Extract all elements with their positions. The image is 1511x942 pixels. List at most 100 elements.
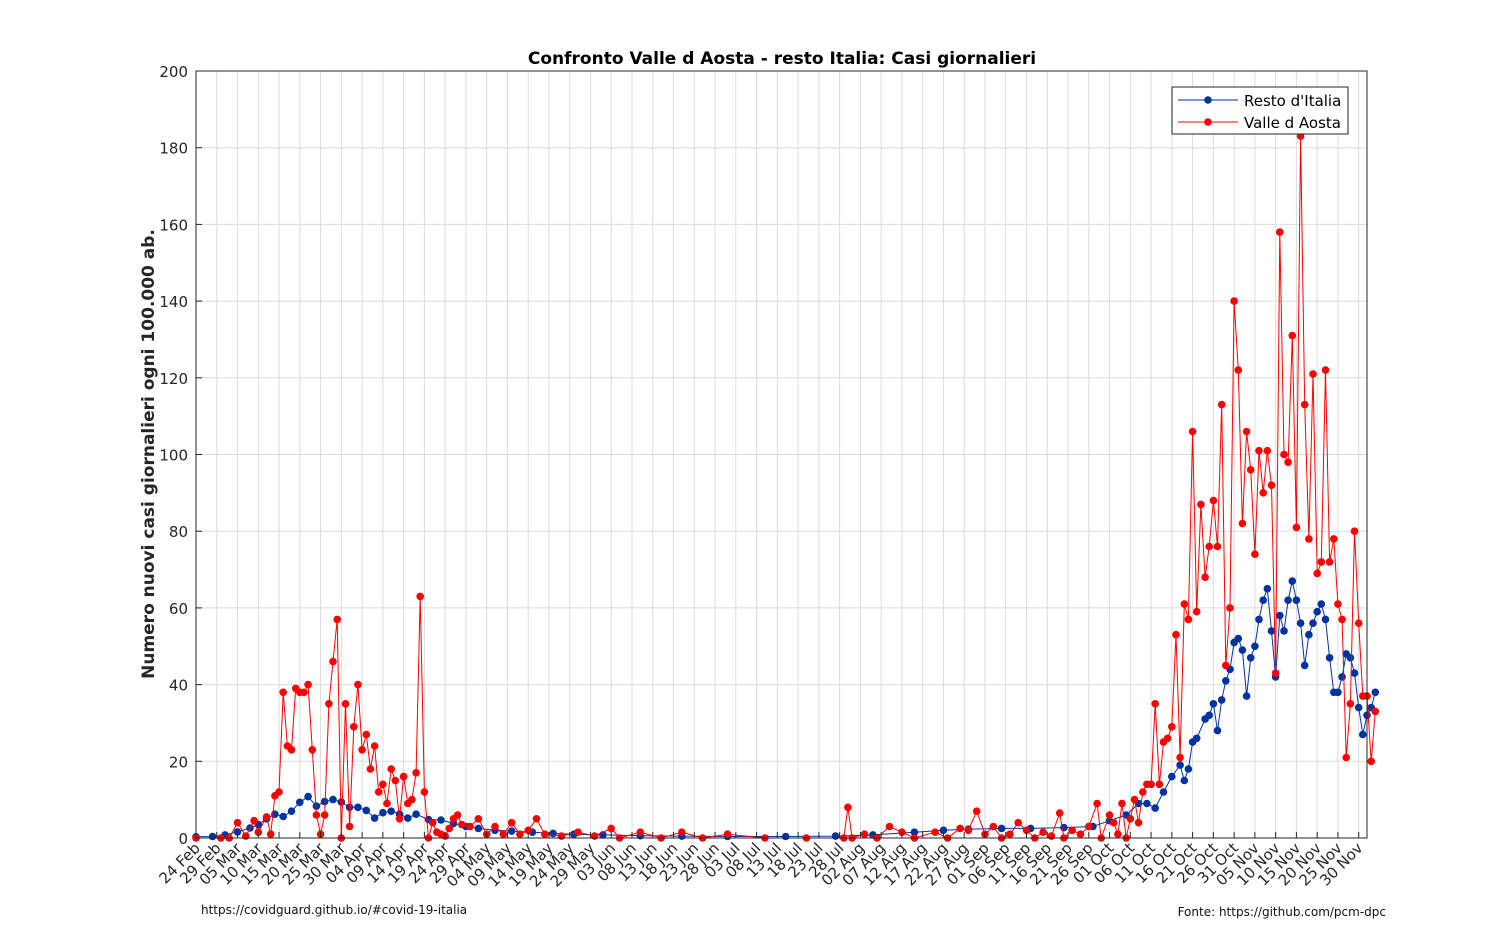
data-point — [549, 829, 557, 838]
data-point — [1151, 700, 1159, 708]
data-point — [362, 730, 371, 739]
data-point — [532, 815, 541, 823]
data-point — [1284, 458, 1292, 467]
data-point — [287, 746, 296, 754]
data-point — [1143, 799, 1151, 808]
y-tick-label: 60 — [169, 600, 188, 618]
y-tick-label: 140 — [159, 293, 188, 311]
data-point — [1317, 558, 1326, 566]
data-point — [1226, 604, 1234, 612]
data-point — [474, 815, 483, 823]
data-point — [964, 826, 973, 835]
data-point — [453, 811, 462, 819]
y-tick-label: 80 — [169, 523, 188, 541]
y-tick-label: 100 — [159, 447, 188, 465]
data-point — [391, 776, 400, 785]
data-point — [308, 746, 317, 754]
data-point — [383, 799, 391, 808]
data-point — [1359, 730, 1367, 739]
y-tick-label: 180 — [159, 140, 188, 158]
data-point — [362, 806, 371, 815]
data-point — [1246, 654, 1255, 662]
data-point — [437, 816, 445, 824]
data-point — [1325, 558, 1334, 566]
y-axis-ticks: 0 20 40 60 80 100 120 140 160 180 200 — [159, 63, 202, 848]
data-point — [636, 828, 645, 836]
legend-marker-resto — [1204, 96, 1212, 104]
legend-box — [1171, 86, 1349, 135]
data-point — [1209, 700, 1218, 708]
data-point — [1022, 826, 1031, 835]
data-point — [466, 822, 474, 831]
data-point — [304, 792, 312, 801]
data-point — [1305, 535, 1313, 543]
data-point — [266, 830, 275, 838]
data-point — [358, 746, 366, 754]
data-point — [1242, 427, 1251, 436]
data-point — [1180, 600, 1189, 608]
data-point — [296, 798, 304, 807]
footer-source-link[interactable]: https://covidguard.github.io/#covid-19-i… — [201, 903, 468, 917]
data-point — [1213, 542, 1222, 551]
data-point — [312, 802, 321, 810]
data-point — [1014, 818, 1022, 827]
data-point — [1192, 607, 1201, 616]
data-point — [279, 688, 288, 697]
data-point — [1259, 596, 1267, 604]
data-point — [1209, 496, 1218, 505]
data-point — [1346, 700, 1355, 708]
data-point — [279, 812, 288, 821]
data-point — [1213, 726, 1222, 735]
data-point — [1242, 692, 1251, 700]
data-point — [1139, 788, 1147, 796]
data-point — [366, 765, 375, 773]
data-point — [1172, 630, 1180, 639]
data-point — [379, 808, 387, 817]
data-point — [1354, 703, 1363, 712]
y-tick-label: 40 — [169, 677, 188, 695]
series-1 — [192, 132, 1380, 842]
data-point — [1267, 627, 1276, 635]
chart-series — [192, 132, 1380, 842]
y-tick-label: 20 — [169, 753, 188, 771]
data-point — [1176, 753, 1184, 762]
data-point — [1280, 450, 1288, 459]
data-point — [1222, 677, 1230, 685]
data-point — [1006, 830, 1014, 838]
data-point — [1246, 466, 1255, 474]
data-point — [860, 830, 869, 838]
data-point — [1151, 804, 1159, 812]
data-point — [524, 826, 532, 835]
data-point — [1134, 818, 1143, 827]
data-point — [1267, 481, 1276, 490]
data-point — [1093, 799, 1101, 808]
data-point — [1197, 500, 1205, 509]
data-point — [242, 832, 250, 840]
data-point — [416, 592, 425, 601]
data-point — [910, 828, 919, 836]
data-point — [939, 826, 948, 835]
data-point — [329, 795, 337, 804]
data-point — [1280, 627, 1288, 635]
data-point — [885, 822, 894, 831]
data-point — [341, 700, 350, 708]
data-point — [1305, 630, 1313, 639]
data-point — [354, 680, 362, 689]
data-point — [1039, 828, 1047, 836]
data-point — [1288, 577, 1297, 585]
data-point — [412, 810, 420, 818]
data-point — [1259, 489, 1267, 497]
data-point — [1309, 619, 1317, 627]
data-point — [1238, 519, 1247, 528]
data-point — [1346, 654, 1355, 662]
data-point — [1321, 615, 1330, 624]
data-point — [1205, 542, 1213, 551]
data-point — [233, 828, 242, 836]
data-point — [420, 788, 429, 796]
data-point — [1255, 446, 1263, 455]
data-point — [1238, 646, 1247, 654]
data-point — [1330, 535, 1338, 543]
data-point — [387, 765, 396, 773]
data-point — [1251, 550, 1259, 558]
data-point — [1251, 642, 1259, 651]
